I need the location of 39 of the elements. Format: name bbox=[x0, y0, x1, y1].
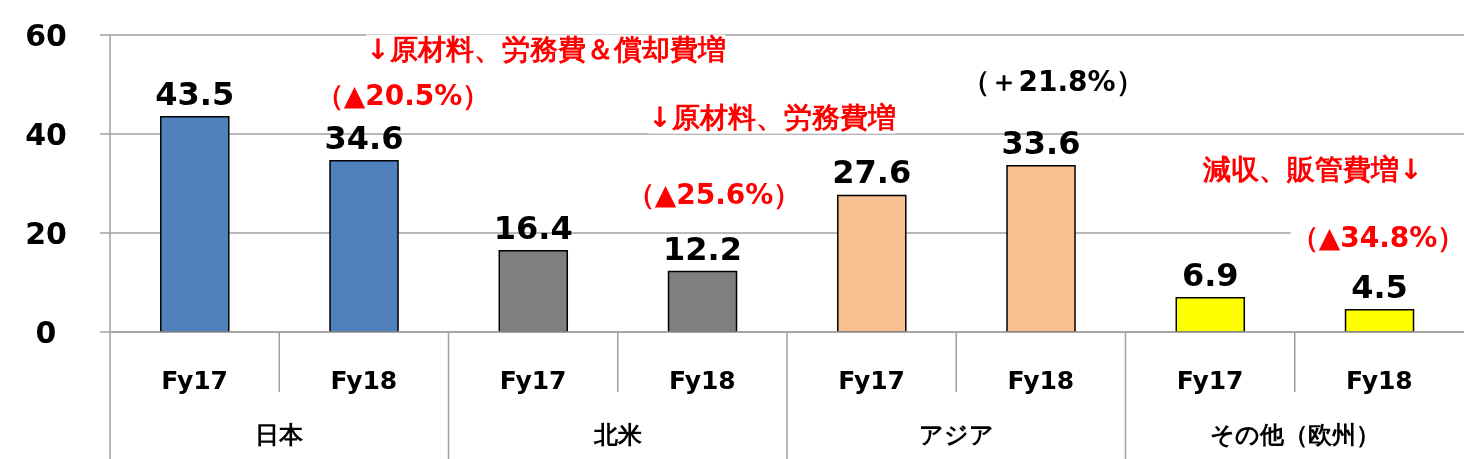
y-tick-label: 60 bbox=[25, 17, 67, 53]
annotation: （▲20.5%） bbox=[315, 78, 491, 112]
bar bbox=[1006, 164, 1076, 332]
y-tick-label: 0 bbox=[35, 314, 57, 350]
data-label: 43.5 bbox=[155, 74, 235, 113]
data-label: 12.2 bbox=[663, 229, 742, 268]
x-tick-label: Fy17 bbox=[838, 365, 906, 395]
x-tick-label: Fy18 bbox=[1007, 365, 1075, 395]
y-tick-label: 20 bbox=[25, 215, 67, 251]
data-label: 33.6 bbox=[1001, 123, 1081, 162]
annotation: ↓原材料、労務費＆償却費増 bbox=[366, 32, 726, 66]
x-tick-label: Fy18 bbox=[668, 365, 736, 395]
bar bbox=[667, 270, 738, 332]
data-label: 34.6 bbox=[324, 118, 404, 157]
bar bbox=[1344, 308, 1415, 332]
annotation: ↓原材料、労務費増 bbox=[648, 100, 896, 134]
data-label: 4.5 bbox=[1351, 267, 1408, 306]
x-tick-label: Fy18 bbox=[330, 365, 398, 395]
bar bbox=[837, 194, 907, 332]
x-tick-label: Fy18 bbox=[1345, 365, 1413, 395]
annotation: （▲25.6%） bbox=[626, 177, 802, 211]
annotation: （▲34.8%） bbox=[1290, 220, 1466, 254]
data-label: 6.9 bbox=[1181, 255, 1239, 294]
data-label: 27.6 bbox=[832, 153, 912, 192]
data-label: 16.4 bbox=[493, 208, 573, 247]
annotation: 減収、販管費増↓ bbox=[1203, 152, 1423, 186]
text: 北米 bbox=[593, 420, 642, 449]
x-tick-label: Fy17 bbox=[499, 365, 567, 395]
text: アジア bbox=[918, 420, 994, 449]
bar bbox=[1175, 297, 1246, 332]
bar bbox=[160, 115, 230, 332]
y-tick-label: 40 bbox=[25, 116, 67, 152]
bar bbox=[329, 159, 399, 332]
bar bbox=[498, 250, 569, 332]
annotation: （＋21.8%） bbox=[962, 64, 1144, 98]
x-tick-label: Fy17 bbox=[161, 365, 229, 395]
text: 日本 bbox=[255, 420, 304, 449]
x-tick-label: Fy17 bbox=[1176, 365, 1244, 395]
text: その他（欧州） bbox=[1209, 420, 1380, 449]
